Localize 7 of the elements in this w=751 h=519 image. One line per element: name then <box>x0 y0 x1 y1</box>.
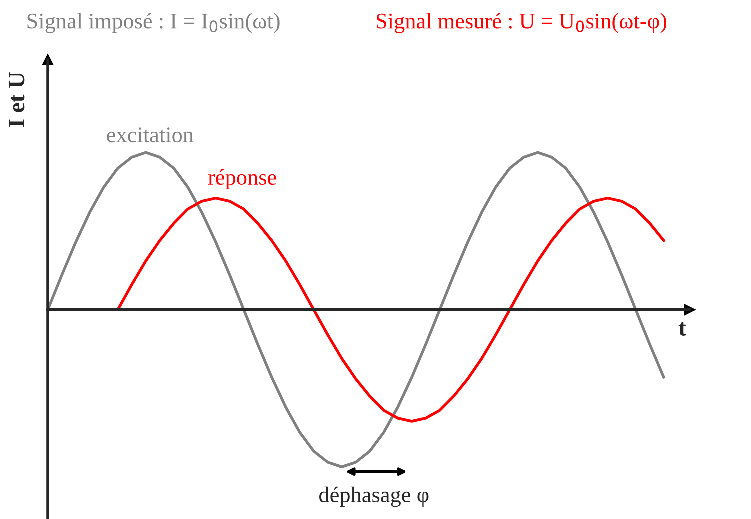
chart-title: Signal imposé : I = I$_{0}$sin(ωt) <box>28 13 280 34</box>
series-label: réponse <box>208 169 276 190</box>
series-label: excitation <box>107 128 194 143</box>
y-axis-title: I et U <box>8 72 25 128</box>
text: déphasage φ <box>320 486 429 508</box>
chart-subtitle: Signal mesuré : U = U$_{0}$sin(ωt-φ) <box>376 13 667 34</box>
x-axis-title: t <box>678 322 686 336</box>
